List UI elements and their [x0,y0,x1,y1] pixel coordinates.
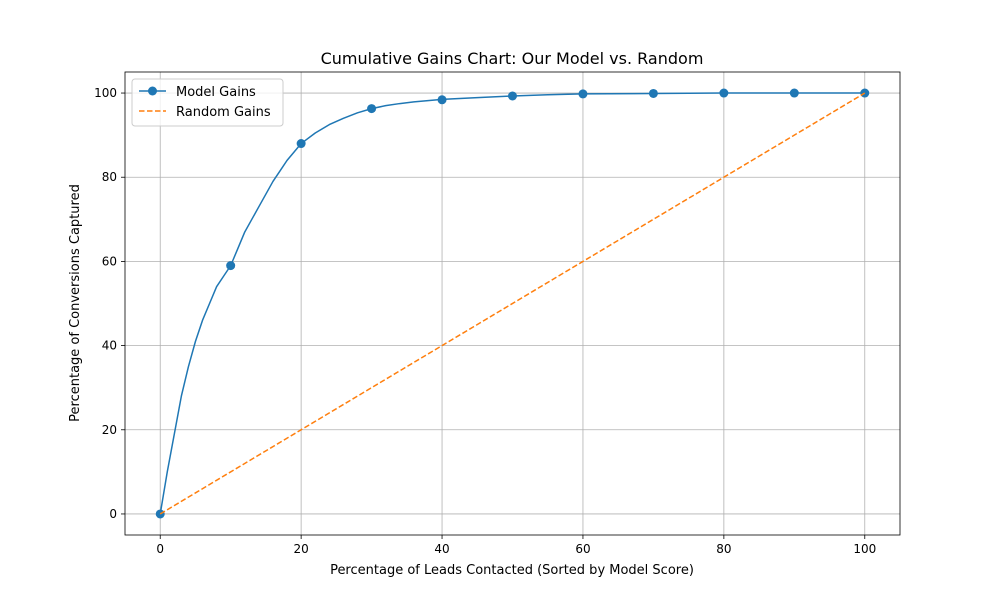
model-gains-point [508,91,517,101]
y-tick-label: 60 [102,254,117,268]
legend: Model Gains Random Gains [131,78,284,127]
plot-frame [124,71,901,536]
model-gains-point [155,509,165,519]
random-gains-line [159,92,866,515]
model-gains-point [296,139,306,149]
model-gains-point [789,88,799,98]
y-tick-label: 20 [102,423,117,437]
x-tick-label: 60 [575,542,590,556]
x-tick-label: 0 [156,542,164,556]
axis-ticks: 0 20 40 60 80 100 0 20 40 60 80 100 [94,86,876,556]
x-tick-label: 80 [716,542,731,556]
y-axis-label: Percentage of Conversions Captured [68,184,83,422]
plot-series [155,88,870,519]
x-tick-label: 40 [434,542,449,556]
legend-box [131,78,284,127]
legend-model-gains-label: Model Gains [176,85,256,100]
y-tick-label: 40 [102,339,117,353]
model-gains-point [860,88,870,98]
model-gains-point [226,261,236,271]
model-gains-point [437,95,447,105]
y-tick-label: 80 [102,170,117,184]
legend-random-gains-label: Random Gains [176,105,271,120]
legend-model-gains-marker [148,86,157,96]
model-gains-point [719,88,729,98]
x-axis-label: Percentage of Leads Contacted (Sorted by… [330,563,694,578]
y-tick-label: 100 [94,86,117,100]
model-gains-point [648,88,658,98]
model-gains-point [367,104,377,114]
model-gains-point [578,89,588,99]
chart-title: Cumulative Gains Chart: Our Model vs. Ra… [321,49,704,68]
x-tick-label: 100 [853,542,876,556]
x-tick-label: 20 [293,542,308,556]
y-tick-label: 0 [109,507,117,521]
model-gains-line [159,92,865,515]
